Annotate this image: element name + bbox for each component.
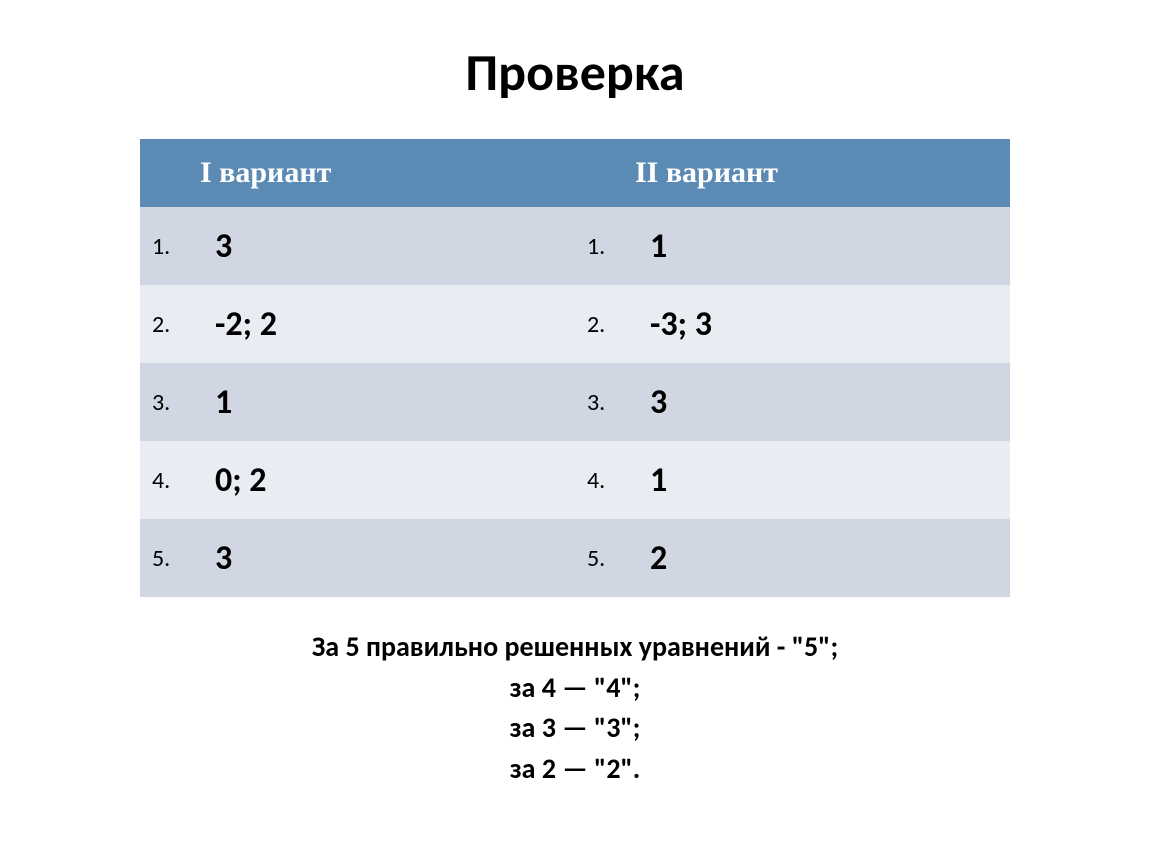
row-value: 3 [210, 519, 575, 597]
grading-line: за 3 — "3"; [0, 708, 1150, 749]
row-number: 5. [140, 519, 210, 597]
answers-table-container: I вариант II вариант 1. 3 1. 1 2. -2; 2 … [140, 139, 1010, 597]
row-number: 1. [575, 207, 645, 285]
col-header-variant-1: I вариант [140, 139, 575, 207]
row-number: 4. [140, 441, 210, 519]
row-number: 4. [575, 441, 645, 519]
grading-line: За 5 правильно решенных уравнений - "5"; [0, 627, 1150, 668]
table-row: 3. 1 3. 3 [140, 363, 1010, 441]
row-number: 2. [140, 285, 210, 363]
answers-table: I вариант II вариант 1. 3 1. 1 2. -2; 2 … [140, 139, 1010, 597]
table-row: 4. 0; 2 4. 1 [140, 441, 1010, 519]
table-header-row: I вариант II вариант [140, 139, 1010, 207]
row-value: 1 [645, 207, 1010, 285]
row-value: 1 [645, 441, 1010, 519]
row-number: 2. [575, 285, 645, 363]
col-header-variant-2: II вариант [575, 139, 1010, 207]
table-row: 5. 3 5. 2 [140, 519, 1010, 597]
row-value: -2; 2 [210, 285, 575, 363]
table-row: 2. -2; 2 2. -3; 3 [140, 285, 1010, 363]
row-number: 3. [140, 363, 210, 441]
row-number: 3. [575, 363, 645, 441]
row-value: 2 [645, 519, 1010, 597]
row-value: 0; 2 [210, 441, 575, 519]
page-title: Проверка [0, 40, 1150, 104]
row-value: 1 [210, 363, 575, 441]
row-number: 5. [575, 519, 645, 597]
table-row: 1. 3 1. 1 [140, 207, 1010, 285]
row-value: 3 [210, 207, 575, 285]
row-value: -3; 3 [645, 285, 1010, 363]
grading-scale: За 5 правильно решенных уравнений - "5";… [0, 627, 1150, 789]
grading-line: за 4 — "4"; [0, 668, 1150, 709]
grading-line: за 2 — "2". [0, 749, 1150, 790]
row-value: 3 [645, 363, 1010, 441]
row-number: 1. [140, 207, 210, 285]
